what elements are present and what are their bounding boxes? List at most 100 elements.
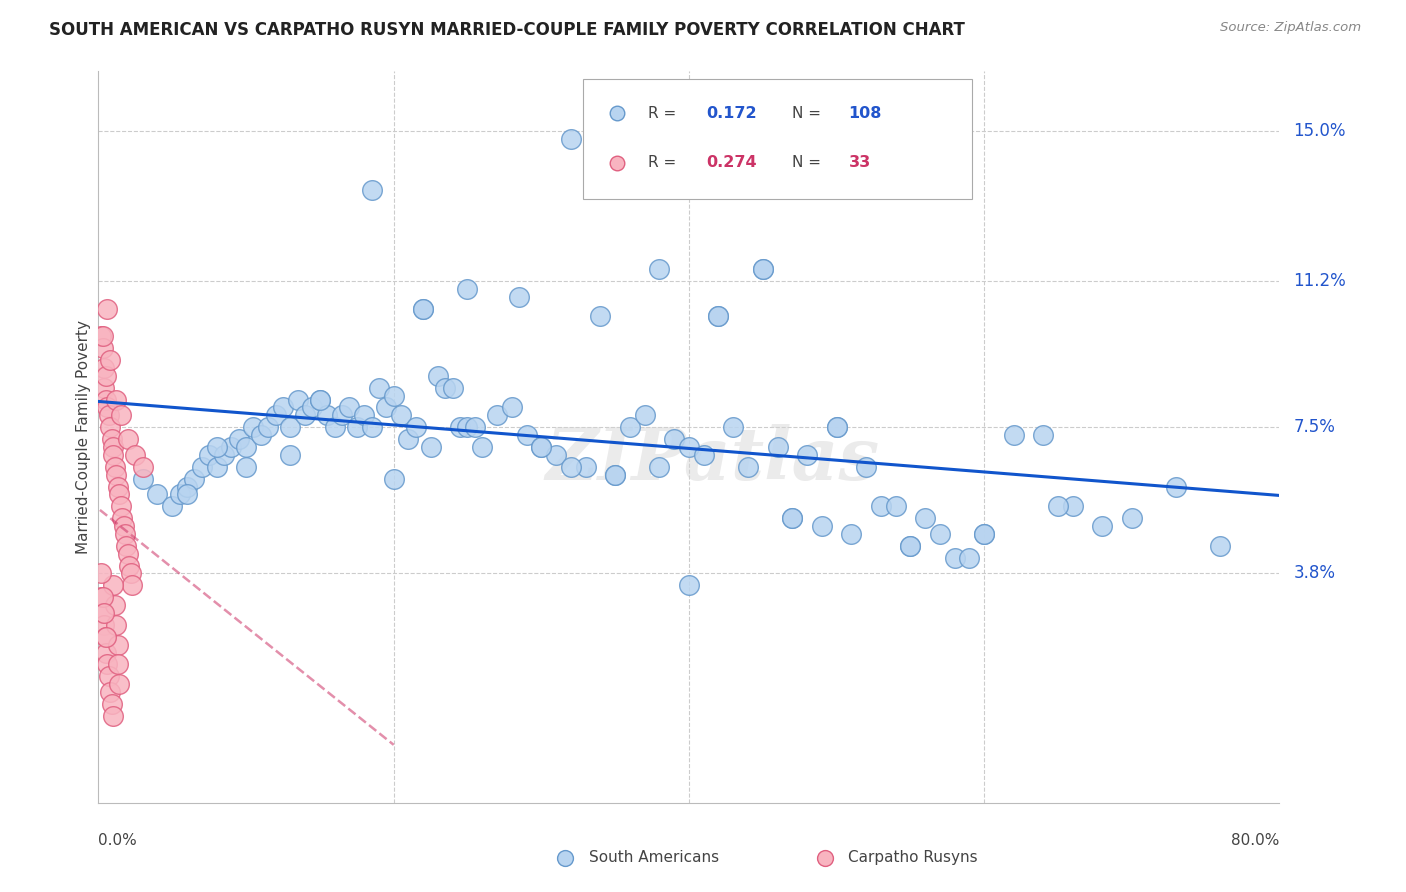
Point [169,487,191,501]
Point [110,409,132,423]
Point [412,301,434,316]
Point [914,511,936,525]
Point [900,539,922,553]
Point [94,646,117,660]
Point [382,472,405,486]
Text: N =: N = [792,105,821,120]
Point [104,459,127,474]
Point [96,401,118,415]
Point [112,519,135,533]
Text: N =: N = [792,155,821,170]
Point [97,409,120,423]
Point [97,669,120,683]
Point [508,290,530,304]
Point [678,440,700,454]
Text: 0.274: 0.274 [707,155,758,170]
Point [107,638,129,652]
Point [162,500,183,514]
Point [205,459,228,474]
Point [98,420,121,434]
Point [841,527,863,541]
Point [132,472,155,486]
Point [723,420,745,434]
Point [108,487,131,501]
Point [264,409,287,423]
Point [427,368,450,383]
Text: SOUTH AMERICAN VS CARPATHO RUSYN MARRIED-COUPLE FAMILY POVERTY CORRELATION CHART: SOUTH AMERICAN VS CARPATHO RUSYN MARRIED… [49,21,965,39]
Text: 0.172: 0.172 [707,105,758,120]
Point [693,448,716,462]
Point [309,392,332,407]
Point [98,685,121,699]
Point [389,409,412,423]
Point [589,310,612,324]
Point [100,432,122,446]
Point [339,401,361,415]
Text: 0.0%: 0.0% [98,833,138,848]
Point [280,448,302,462]
Point [124,448,146,462]
Text: 7.5%: 7.5% [1294,418,1336,436]
Point [900,539,922,553]
Text: Source: ZipAtlas.com: Source: ZipAtlas.com [1220,21,1361,35]
Point [93,618,115,632]
Point [114,527,136,541]
Point [323,420,346,434]
Point [105,392,128,407]
Point [183,472,205,486]
Point [398,432,420,446]
Point [501,401,523,415]
Point [91,341,114,355]
Point [121,578,143,592]
Point [228,432,250,446]
Point [1091,519,1114,533]
Point [191,459,214,474]
Point [434,381,457,395]
Point [752,262,775,277]
Text: 15.0%: 15.0% [1294,121,1346,140]
Point [346,420,368,434]
Point [766,440,789,454]
Point [1002,428,1025,442]
Point [464,420,486,434]
Point [664,432,686,446]
Text: ZIPatlas: ZIPatlas [546,424,880,494]
Point [235,459,257,474]
Point [605,467,627,482]
Point [870,500,893,514]
Point [212,448,235,462]
Point [120,566,142,581]
Point [605,467,627,482]
Point [257,420,280,434]
Point [353,409,375,423]
Point [825,420,848,434]
Point [107,479,129,493]
Point [973,527,995,541]
Point [100,697,122,711]
Point [619,420,641,434]
Point [94,368,117,383]
Point [1062,500,1084,514]
Point [98,353,121,368]
Point [205,440,228,454]
Point [1032,428,1054,442]
Point [271,401,294,415]
Point [309,392,332,407]
Point [486,409,509,423]
Point [105,618,128,632]
Point [111,511,134,525]
Point [235,440,257,454]
Point [94,682,117,697]
Point [94,392,117,407]
Point [198,448,221,462]
Point [782,511,804,525]
Point [96,301,118,316]
Point [412,301,434,316]
Point [634,409,657,423]
Point [546,448,568,462]
Point [560,131,582,145]
Point [648,262,671,277]
Point [471,440,494,454]
Point [91,591,114,605]
Point [457,282,479,296]
